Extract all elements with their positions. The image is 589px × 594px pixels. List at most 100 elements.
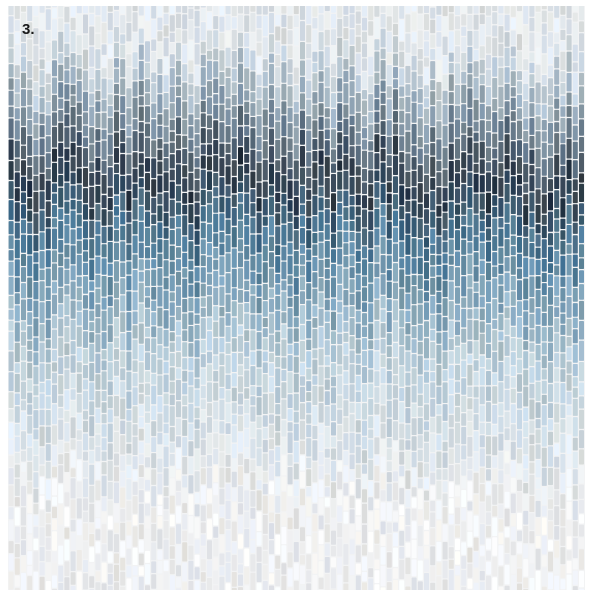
mosaic-tile [76, 147, 82, 168]
mosaic-tile [275, 432, 281, 446]
mosaic-tile [523, 163, 529, 183]
mosaic-tile [455, 381, 460, 393]
mosaic-tile [101, 462, 107, 475]
mosaic-tile [58, 395, 64, 407]
mosaic-tile [83, 34, 88, 49]
mosaic-tile [207, 455, 212, 467]
mosaic-tile [200, 189, 206, 206]
mosaic-tile [405, 351, 411, 372]
mosaic-tile [114, 58, 119, 68]
mosaic-tile [200, 439, 206, 456]
mosaic-tile [498, 362, 504, 382]
mosaic-tile [231, 387, 237, 402]
mosaic-tile [188, 475, 194, 494]
mosaic-tile [256, 116, 262, 136]
mosaic-tile [70, 300, 76, 319]
mosaic-tile [21, 450, 26, 462]
mosaic-tile [188, 545, 194, 560]
mosaic-tile [213, 449, 219, 465]
mosaic-tile [430, 382, 436, 398]
mosaic-tile [566, 205, 572, 224]
mosaic-tile [157, 396, 163, 413]
mosaic-tile [231, 160, 237, 176]
mosaic-tile [231, 51, 237, 68]
mosaic-tile [510, 493, 516, 513]
mosaic-tile [560, 230, 566, 240]
mosaic-tile [231, 443, 237, 459]
mosaic-tile [312, 483, 318, 503]
mosaic-tile [200, 283, 206, 297]
mosaic-tile [548, 384, 553, 402]
mosaic-tile [579, 270, 584, 283]
mosaic-tile [306, 438, 312, 457]
mosaic-tile [349, 66, 355, 80]
mosaic-tile [207, 12, 212, 30]
mosaic-tile [560, 454, 566, 473]
mosaic-tile [355, 479, 361, 499]
mosaic-tile [14, 452, 20, 464]
mosaic-tile [430, 329, 436, 341]
mosaic-tile [405, 526, 411, 542]
mosaic-tile [52, 562, 57, 575]
mosaic-tile [70, 519, 76, 532]
mosaic-tile [157, 161, 163, 175]
mosaic-tile [83, 420, 88, 433]
mosaic-tile [275, 513, 281, 534]
mosaic-tile [76, 102, 82, 115]
mosaic-tile [498, 142, 504, 162]
mosaic-tile [560, 255, 566, 276]
mosaic-tile [337, 144, 343, 160]
mosaic-tile [405, 213, 411, 234]
mosaic-tile [455, 173, 460, 188]
mosaic-tile [306, 368, 312, 380]
mosaic-tile [411, 508, 417, 521]
mosaic-tile [479, 260, 485, 274]
mosaic-tile [89, 416, 95, 437]
mosaic-tile [393, 511, 398, 522]
mosaic-tile [151, 561, 157, 573]
mosaic-tile [523, 483, 529, 494]
mosaic-tile [238, 239, 243, 252]
mosaic-tile [275, 555, 281, 569]
mosaic-tile [300, 42, 305, 60]
mosaic-tile [101, 195, 107, 208]
mosaic-tile [45, 500, 51, 512]
mosaic-tile [331, 422, 336, 436]
mosaic-tile [498, 228, 504, 247]
mosaic-tile [27, 495, 33, 513]
mosaic-tile [14, 239, 20, 259]
mosaic-tile [306, 167, 312, 177]
mosaic-tile [579, 588, 584, 590]
mosaic-tile [492, 159, 498, 176]
mosaic-tile [579, 183, 584, 202]
mosaic-tile [362, 246, 367, 259]
mosaic-tile [448, 547, 454, 559]
mosaic-tile [337, 557, 343, 574]
mosaic-tile [393, 522, 398, 532]
mosaic-tile [510, 460, 516, 477]
mosaic-tile [8, 541, 14, 553]
mosaic-tile [95, 391, 101, 408]
mosaic-tile [498, 198, 504, 217]
mosaic-tile [287, 568, 293, 587]
mosaic-tile [337, 215, 343, 231]
mosaic-tile [21, 234, 26, 253]
mosaic-tile [479, 46, 485, 59]
mosaic-tile [523, 544, 529, 558]
mosaic-tile [386, 204, 392, 221]
mosaic-tile [275, 41, 281, 54]
mosaic-tile [529, 17, 535, 32]
mosaic-tile [8, 485, 14, 507]
mosaic-tile [417, 89, 423, 103]
mosaic-tile [461, 226, 467, 239]
mosaic-tile [331, 363, 336, 376]
mosaic-tile [287, 409, 293, 421]
mosaic-tile [225, 583, 231, 590]
mosaic-tile [126, 291, 132, 311]
mosaic-tile [114, 523, 119, 533]
mosaic-tile [250, 12, 256, 32]
mosaic-tile [176, 164, 181, 185]
mosaic-tile [21, 127, 26, 145]
mosaic-tile [442, 125, 448, 147]
mosaic-tile [114, 6, 119, 10]
